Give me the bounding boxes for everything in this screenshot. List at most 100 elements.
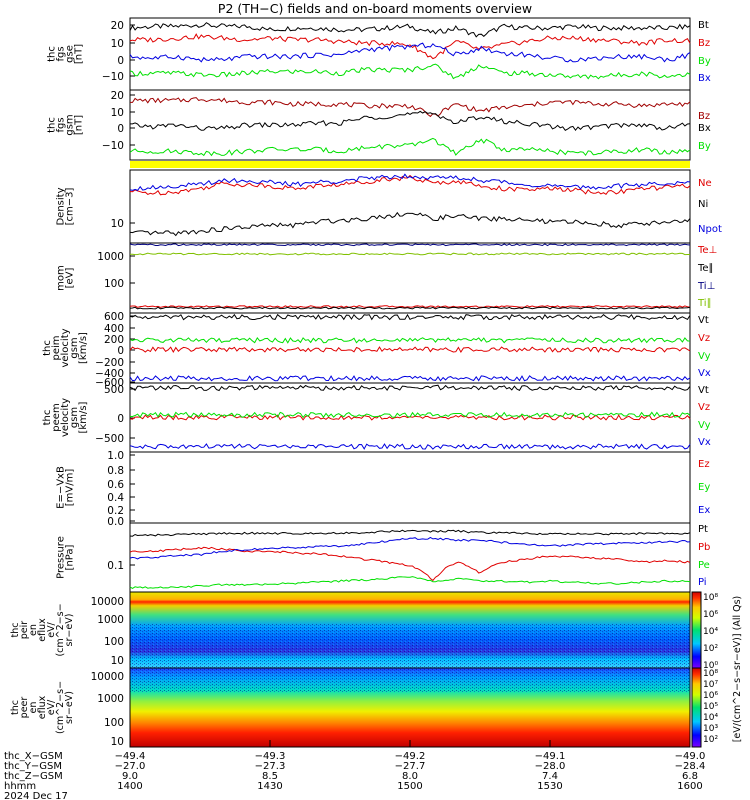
y-tick-label: 0 xyxy=(117,123,124,135)
legend-entry: Ni xyxy=(698,199,708,210)
y-tick-label: 0.1 xyxy=(107,560,124,572)
y-axis-label: thc xyxy=(42,410,53,426)
series-line-pressure-2 xyxy=(129,576,691,589)
series-line-fgs_gsm-1 xyxy=(130,110,691,132)
legend-entry: Npot xyxy=(698,224,722,235)
series-line-pressure-0 xyxy=(129,529,691,537)
series-line-peem_velocity-3 xyxy=(129,443,691,450)
series-line-fgs_gsm-2 xyxy=(129,137,691,157)
y-tick-label: 600 xyxy=(104,311,124,323)
x-tick-label: −27.7 xyxy=(395,761,426,772)
y-tick-label: 20 xyxy=(111,90,124,102)
legend-entry: Ne xyxy=(698,178,712,189)
y-axis-label: [nT] xyxy=(74,44,85,64)
panel-density: Density[cm−3] 10 Ne Ni Npot xyxy=(56,169,722,244)
y-tick-label: 10000 xyxy=(91,671,124,683)
series-line-peem_velocity-1 xyxy=(129,414,691,421)
legend-entry: Vz xyxy=(698,402,710,413)
colorbar-tick: 10⁸ xyxy=(703,669,718,679)
legend-entry: Te∥ xyxy=(697,263,714,274)
legend-entry: Ti∥ xyxy=(697,298,712,309)
legend-entry: Pt xyxy=(698,524,708,535)
series-line-peim_velocity-2 xyxy=(129,337,691,344)
colorbar-tick: 10² xyxy=(703,735,718,745)
y-axis-label: gsm xyxy=(69,337,80,358)
x-row-label: thc_Z−GSM xyxy=(4,771,63,782)
y-tick-label: 0.0 xyxy=(107,516,124,528)
legend-entry: Te⊥ xyxy=(697,245,717,256)
x-tick-label: 1600 xyxy=(677,781,702,792)
y-tick-label: 100 xyxy=(104,278,124,290)
colorbar-tick: 10² xyxy=(703,644,718,654)
y-axis-label: [cm−3] xyxy=(65,188,76,226)
legend-entry: Vt xyxy=(698,315,709,326)
legend-entry: Bx xyxy=(698,73,711,84)
y-tick-label: 1000 xyxy=(97,693,124,705)
y-axis-label: thc xyxy=(10,623,21,638)
y-tick-label: 1.0 xyxy=(107,450,124,462)
legend-entry: Bt xyxy=(698,20,709,31)
y-axis-label: velocity xyxy=(60,398,71,437)
panel-frame xyxy=(129,312,691,384)
x-row-label: thc_Y−GSM xyxy=(4,761,62,772)
y-axis-label: sr−eV) xyxy=(64,691,75,724)
y-tick-label: −10 xyxy=(102,140,124,152)
legend-entry: Ez xyxy=(698,459,710,470)
colorbar-top xyxy=(691,591,702,669)
y-axis-label: [km/s] xyxy=(78,332,89,364)
y-axis-label: eflux xyxy=(37,695,48,719)
y-axis-label: [nPa] xyxy=(65,544,76,570)
y-axis-label: thc xyxy=(47,117,58,133)
panel-frame xyxy=(129,89,691,161)
y-axis-label: [mV/m] xyxy=(65,469,76,507)
x-tick-label: 6.8 xyxy=(682,771,698,782)
y-axis-label: [eV] xyxy=(65,268,76,289)
y-tick-label: 1000 xyxy=(97,251,124,263)
series-line-fgs_gsm-0 xyxy=(130,97,691,118)
y-tick-label: 0 xyxy=(117,55,124,67)
y-tick-label: 200 xyxy=(104,334,124,346)
colorbar-tick: 10⁷ xyxy=(703,680,718,690)
y-axis-label: velocity xyxy=(60,328,71,367)
series-line-peim_velocity-1 xyxy=(129,346,691,354)
y-axis-label: E=−VxB xyxy=(56,466,67,509)
y-axis-label: gsm xyxy=(69,407,80,428)
series-line-density-1 xyxy=(129,211,691,237)
y-axis-label: gse xyxy=(65,45,76,63)
colorbar-tick: 10⁶ xyxy=(703,691,718,701)
series-line-peem_velocity-2 xyxy=(130,411,691,419)
series-line-peim_velocity-0 xyxy=(129,313,691,321)
legend-entry: Vy xyxy=(698,351,711,362)
legend-entry: By xyxy=(698,56,711,67)
legend-entry: Ey xyxy=(698,482,710,493)
chart-title: P2 (TH−C) fields and on-board moments ov… xyxy=(218,1,532,16)
y-tick-label: −200 xyxy=(95,357,124,369)
y-tick-label: 400 xyxy=(104,323,124,335)
y-axis-label: fgs xyxy=(56,117,67,132)
x-tick-label: −49.0 xyxy=(675,751,706,762)
x-tick-label: 1500 xyxy=(397,781,422,792)
y-axis-label: Pressure xyxy=(56,536,67,579)
panel-temperature: mom[eV] 1000 100 Te⊥ Te∥ Ti⊥ Ti∥ xyxy=(56,242,717,314)
y-axis-label: Density xyxy=(56,187,67,225)
x-tick-label: −27.0 xyxy=(115,761,146,772)
legend-entry: Pi xyxy=(698,577,707,588)
legend-entry: Bz xyxy=(698,38,710,49)
series-line-temperature-1 xyxy=(129,306,691,310)
panel-pressure: Pressure[nPa] 0.1 Pt Pb Pe Pi xyxy=(56,522,710,593)
x-tick-label: 8.0 xyxy=(402,771,418,782)
y-axis-label: (cm^2−s− xyxy=(55,681,66,734)
y-tick-label: 20 xyxy=(111,20,124,32)
y-axis-label: en xyxy=(28,624,39,636)
x-tick-label: 1430 xyxy=(257,781,282,792)
y-axis-label: peim xyxy=(51,335,62,360)
legend-entry: Vx xyxy=(698,437,711,448)
y-axis-label: en xyxy=(28,702,39,714)
y-axis-label: sr−eV) xyxy=(64,614,75,647)
y-tick-label: 10 xyxy=(111,38,124,50)
y-tick-label: 10 xyxy=(111,218,124,230)
